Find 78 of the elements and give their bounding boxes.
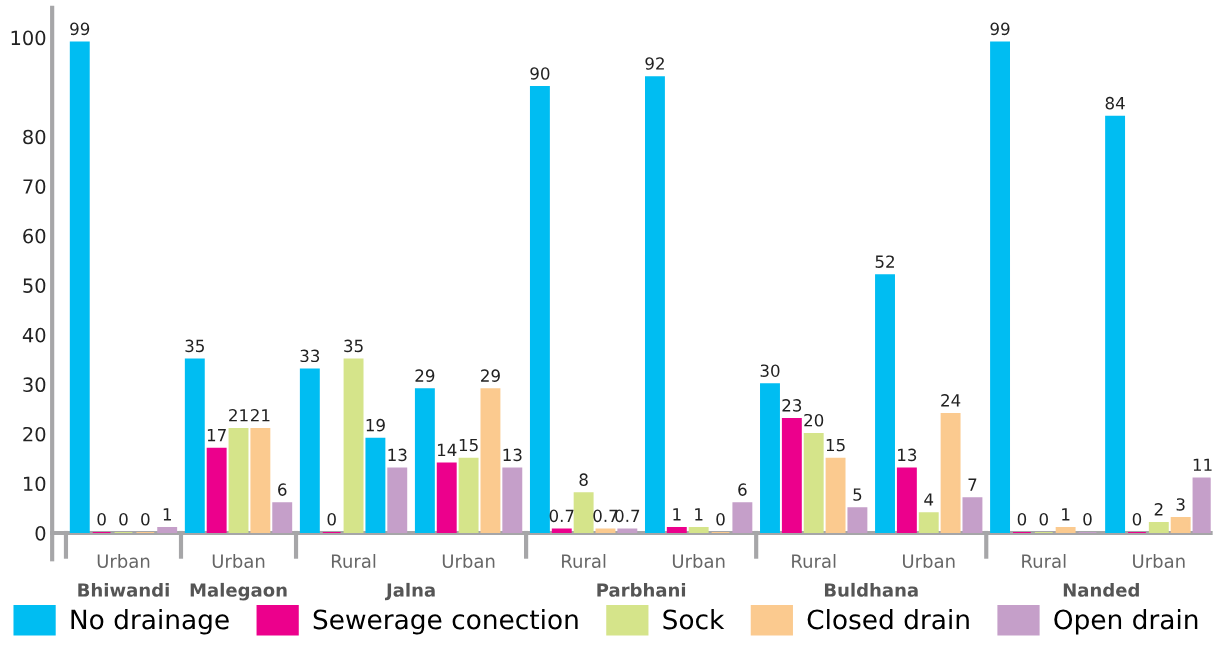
data-label: 17	[207, 429, 226, 442]
legend-label: Sewerage conection	[313, 609, 578, 635]
x-tick-label: Urban	[672, 554, 725, 568]
text: Nanded	[1063, 582, 1139, 597]
y-tick-label: 70	[23, 179, 46, 194]
x-tick-label: Rural	[1022, 554, 1066, 568]
y-tick-label: 20	[23, 426, 46, 442]
data-label: 13	[503, 448, 522, 462]
data-label: 4	[924, 493, 934, 506]
data-label: 0	[1017, 513, 1027, 526]
data-label: 0	[119, 513, 128, 526]
data-label: 35	[185, 339, 204, 353]
x-tick-label: Urban	[442, 554, 495, 568]
x-tick-label: Rural	[562, 554, 606, 568]
data-label: 84	[1105, 96, 1125, 110]
data-label: 29	[481, 369, 500, 382]
data-label: 15	[459, 438, 478, 452]
legend-label: Sock	[663, 609, 725, 630]
data-label: 2	[1154, 503, 1163, 516]
data-label: 6	[278, 483, 287, 496]
text: Malegaon	[190, 582, 287, 601]
data-label: 23	[782, 399, 802, 412]
text: Parbhani	[597, 582, 686, 597]
data-label: 7	[968, 478, 977, 491]
data-label: 3	[1176, 498, 1185, 511]
data-label: 20	[804, 413, 824, 427]
data-label: 0	[327, 513, 336, 526]
x-tick-label: Urban	[903, 554, 955, 568]
data-label: 1	[673, 508, 681, 521]
data-label: 1	[1062, 508, 1070, 521]
y-tick-label: 100	[11, 30, 46, 46]
legend-label: Closed drain	[807, 609, 969, 630]
data-label: 99	[70, 22, 90, 36]
data-label: 0	[1083, 513, 1092, 526]
data-label: 99	[990, 22, 1010, 36]
data-label: 5	[853, 488, 862, 501]
x-tick-label: Urban	[1133, 554, 1185, 568]
x-tick-label: Rural	[792, 554, 836, 568]
data-label: 13	[388, 448, 407, 462]
data-label: 24	[941, 394, 961, 407]
y-tick-label: 10	[24, 476, 46, 492]
data-label: 52	[875, 255, 894, 268]
data-label: 29	[415, 369, 435, 382]
text: Bhiwandi	[78, 582, 169, 597]
x-tick-label: Urban	[97, 554, 150, 568]
data-label: 92	[645, 57, 664, 70]
data-label: 19	[366, 418, 385, 432]
x-tick-label: Urban	[212, 554, 265, 568]
data-label: 0	[141, 513, 150, 526]
data-label: 0	[1132, 513, 1142, 526]
y-tick-label: 60	[23, 228, 46, 244]
data-label: 33	[300, 349, 320, 363]
y-tick-label: 80	[23, 129, 46, 145]
data-label: 21	[250, 408, 270, 422]
data-label: 1	[695, 508, 703, 521]
text: Buldhana	[824, 582, 918, 597]
data-label: 90	[530, 67, 550, 80]
legend-label: No drainage	[71, 609, 229, 635]
data-label: 21	[229, 408, 248, 422]
data-label: 30	[760, 364, 780, 377]
data-label: 1	[163, 508, 171, 521]
y-tick-label: 0	[35, 525, 46, 541]
data-label: 6	[738, 483, 747, 496]
data-label: 14	[437, 443, 457, 457]
data-label: 8	[579, 473, 588, 486]
data-label: 0	[1039, 513, 1048, 526]
data-label: 0	[97, 513, 106, 526]
y-tick-label: 40	[22, 327, 46, 343]
text: Jalna	[384, 582, 435, 601]
data-label: 0	[716, 513, 725, 526]
x-tick-label: Rural	[331, 554, 376, 568]
legend-label: Open drain	[1054, 609, 1198, 635]
y-tick-label: 50	[23, 278, 46, 293]
y-tick-label: 30	[23, 377, 46, 393]
data-label: 15	[826, 438, 845, 452]
data-label: 11	[1193, 458, 1212, 471]
data-label: 13	[898, 448, 917, 462]
data-label: 35	[344, 339, 363, 353]
